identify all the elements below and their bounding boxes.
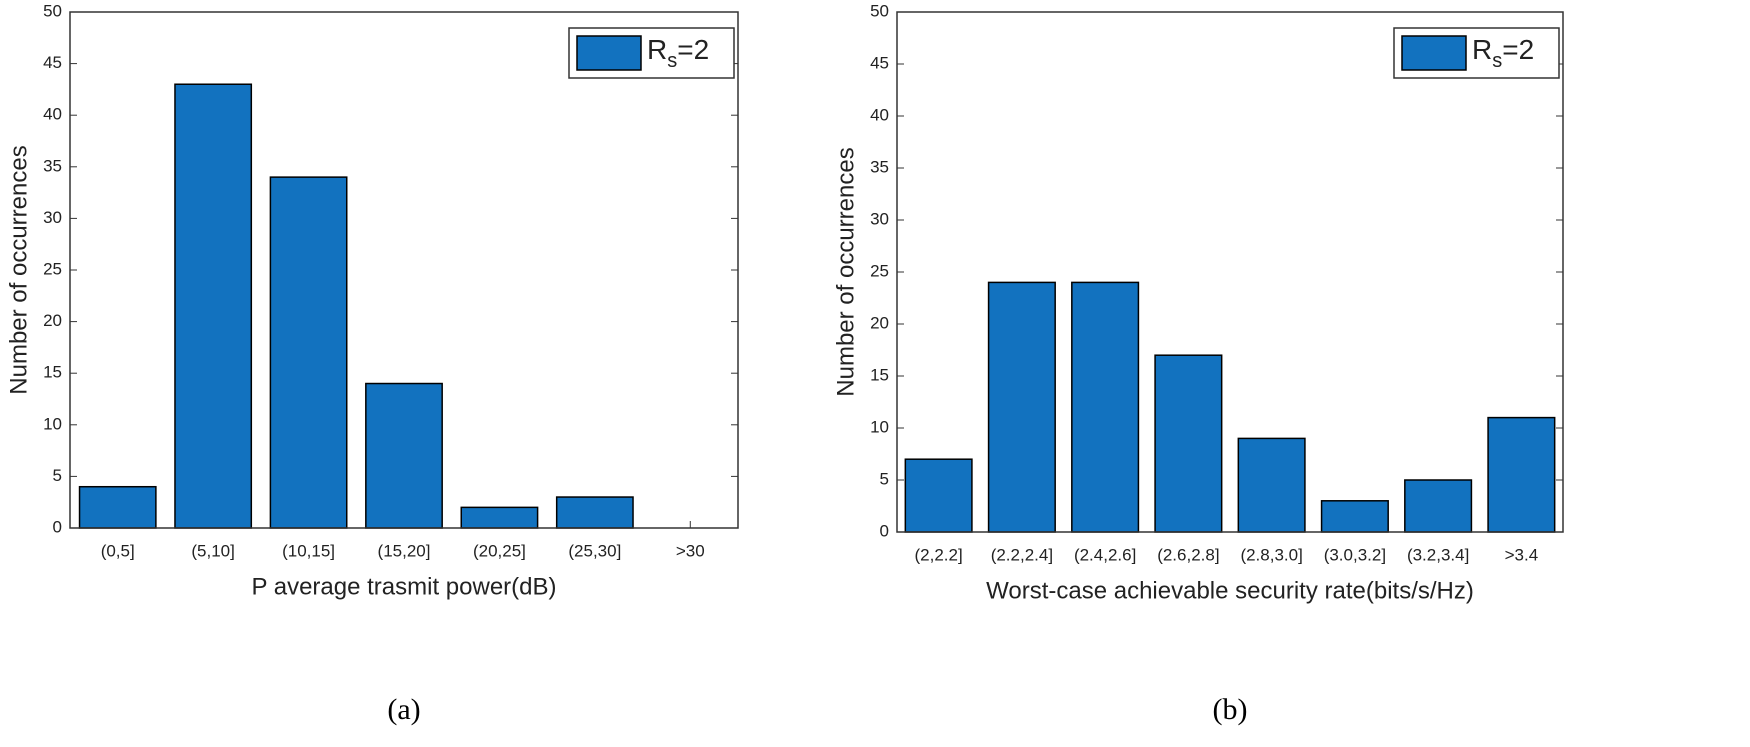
bar	[174, 83, 253, 529]
y-tick-label: 10	[870, 417, 889, 436]
bar	[987, 281, 1056, 533]
axes-box	[69, 11, 739, 529]
legend-swatch	[576, 35, 642, 71]
y-tick-label: 25	[43, 259, 62, 278]
y-tick-label: 45	[870, 53, 889, 72]
bar	[365, 382, 443, 529]
x-tick-label: >3.4	[1505, 545, 1539, 564]
bar	[1487, 416, 1556, 533]
y-tick-label: 10	[43, 414, 62, 433]
x-tick-label: (15,20]	[378, 541, 431, 560]
y-tick-label: 5	[880, 469, 889, 488]
y-tick-label: 40	[43, 105, 62, 124]
legend-label-part: =2	[677, 34, 709, 65]
x-tick-label: >30	[676, 541, 705, 560]
y-tick-label: 20	[43, 311, 62, 330]
bar	[904, 458, 973, 533]
bar	[78, 485, 157, 529]
y-tick-label: 15	[870, 365, 889, 384]
y-tick-label: 25	[870, 261, 889, 280]
x-tick-label: (5,10]	[191, 541, 234, 560]
caption: (a)	[387, 693, 420, 726]
legend-label-part: R	[1472, 34, 1492, 65]
bar	[460, 506, 539, 529]
y-tick-label: 50	[870, 1, 889, 20]
y-tick-label: 35	[870, 157, 889, 176]
x-tick-label: (3.2,3.4]	[1407, 545, 1469, 564]
legend-label-part: s	[1492, 50, 1502, 72]
legend-label: Rs=2	[647, 34, 709, 72]
y-tick-label: 20	[870, 313, 889, 332]
bar	[1237, 437, 1306, 533]
y-axis-label: Number of occurrences	[5, 145, 32, 394]
y-axis-label: Number of occurrences	[832, 147, 859, 396]
bar	[1071, 281, 1140, 533]
bar	[269, 176, 348, 529]
x-tick-label: (10,15]	[282, 541, 335, 560]
caption: (b)	[1213, 693, 1248, 726]
bar	[1154, 354, 1223, 533]
x-tick-label: (2.8,3.0]	[1240, 545, 1302, 564]
x-tick-label: (25,30]	[568, 541, 621, 560]
legend-label: Rs=2	[1472, 34, 1534, 72]
legend-swatch	[1401, 35, 1467, 71]
bar	[555, 496, 634, 529]
y-tick-label: 40	[870, 105, 889, 124]
x-tick-label: (2,2.2]	[915, 545, 963, 564]
y-tick-label: 35	[43, 156, 62, 175]
y-tick-label: 45	[43, 53, 62, 72]
x-tick-label: (0,5]	[101, 541, 135, 560]
y-tick-label: 0	[880, 521, 889, 540]
x-tick-label: (2.2,2.4]	[991, 545, 1053, 564]
y-tick-label: 30	[43, 208, 62, 227]
axes-box	[896, 11, 1564, 533]
y-tick-label: 30	[870, 209, 889, 228]
legend-label-part: R	[647, 34, 667, 65]
bar	[1404, 479, 1473, 533]
y-tick-label: 5	[53, 466, 62, 485]
y-tick-label: 50	[43, 1, 62, 20]
x-axis-label: Worst-case achievable security rate(bits…	[986, 577, 1474, 604]
bar	[1320, 500, 1389, 533]
y-tick-label: 15	[43, 363, 62, 382]
legend-label-part: s	[667, 50, 677, 72]
x-tick-label: (3.0,3.2]	[1324, 545, 1386, 564]
y-tick-label: 0	[53, 517, 62, 536]
x-axis-label: P average trasmit power(dB)	[251, 573, 556, 600]
x-tick-label: (2.6,2.8]	[1157, 545, 1219, 564]
legend-label-part: =2	[1502, 34, 1534, 65]
x-tick-label: (2.4,2.6]	[1074, 545, 1136, 564]
x-tick-label: (20,25]	[473, 541, 526, 560]
